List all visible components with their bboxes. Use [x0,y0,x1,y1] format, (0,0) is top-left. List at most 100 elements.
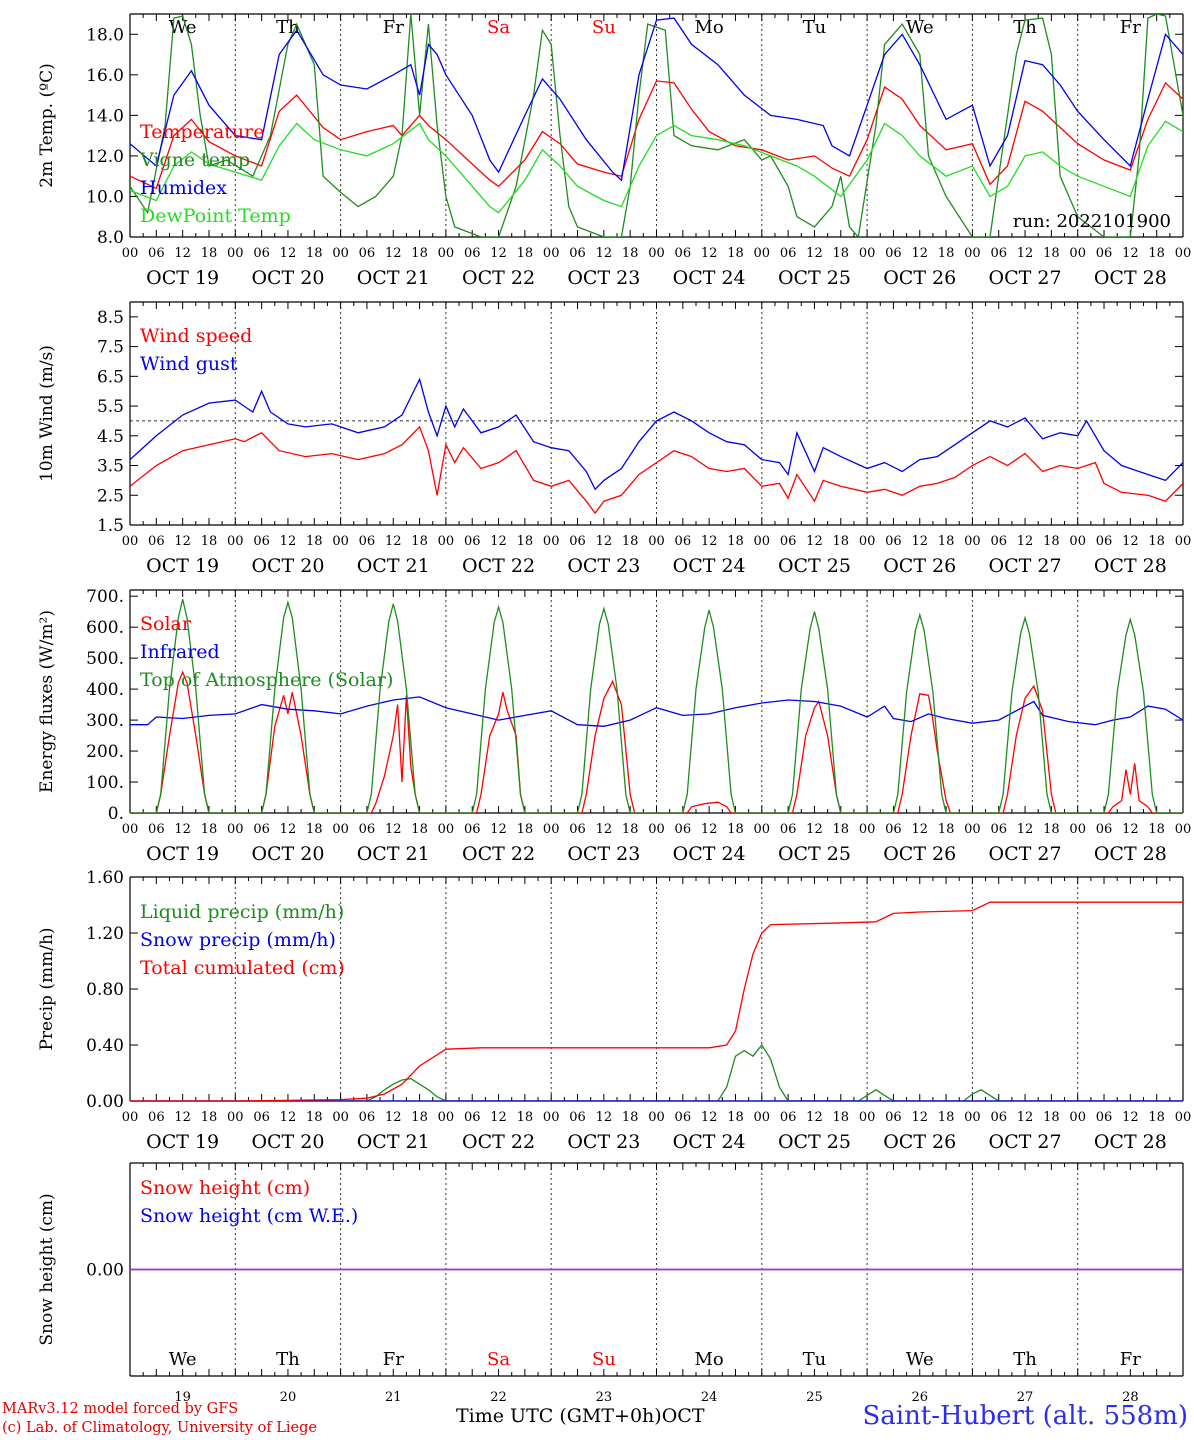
run-annotation: run: 2022101900 [1013,211,1171,232]
hour-tick-label: 18 [517,246,534,261]
y-axis-label: Energy fluxes (W/m²) [37,610,57,793]
day-number-label: 20 [280,1390,297,1405]
hour-tick-label: 00 [1069,822,1086,837]
date-label: OCT 27 [989,555,1062,577]
lab-credit: (c) Lab. of Climatology, University of L… [2,1420,317,1436]
hour-tick-label: 06 [1096,1110,1113,1125]
hour-tick-label: 12 [490,822,507,837]
hour-tick-label: 12 [280,1110,297,1125]
y-axis-label: Precip (mm/h) [37,927,57,1050]
hour-tick-label: 12 [806,246,823,261]
hour-tick-label: 18 [1043,246,1060,261]
hour-tick-label: 18 [306,822,323,837]
day-name-label: Th [1013,1349,1037,1370]
hour-tick-label: 00 [122,534,139,549]
date-label: OCT 20 [251,555,324,577]
date-label: OCT 21 [357,843,430,865]
date-label: OCT 24 [673,267,746,289]
hour-tick-label: 18 [201,534,218,549]
series-line [130,120,1183,214]
y-tick-label: 5.5 [97,397,124,417]
y-tick-label: 700. [86,587,124,607]
y-tick-label: 8.0 [97,228,124,248]
hour-tick-label: 00 [648,246,665,261]
hour-tick-label: 18 [622,1110,639,1125]
y-tick-label: 12.0 [86,147,124,167]
date-label: OCT 19 [146,843,219,865]
y-tick-label: 0.40 [86,1036,124,1056]
hour-tick-label: 06 [253,1110,270,1125]
hour-tick-label: 18 [1148,1110,1165,1125]
hour-tick-label: 18 [938,246,955,261]
hour-tick-label: 00 [227,534,244,549]
hour-tick-label: 18 [411,246,428,261]
legend-entry: Snow precip (mm/h) [140,929,336,951]
legend-entry: Temperature [140,121,264,143]
legend-entry: Liquid precip (mm/h) [140,901,344,923]
hour-tick-label: 00 [438,246,455,261]
y-tick-label: 2.5 [97,486,124,506]
hour-tick-label: 12 [701,246,718,261]
hour-tick-label: 12 [280,822,297,837]
date-label: OCT 22 [462,843,535,865]
hour-tick-label: 18 [1043,1110,1060,1125]
hour-tick-label: 06 [1096,246,1113,261]
hour-tick-label: 18 [622,534,639,549]
y-tick-label: 1.5 [97,516,124,536]
hour-tick-label: 12 [1122,822,1139,837]
date-label: OCT 23 [567,843,640,865]
hour-tick-label: 18 [1148,822,1165,837]
hour-tick-label: 06 [1096,822,1113,837]
hour-tick-label: 00 [1175,1110,1192,1125]
hour-tick-label: 12 [490,1110,507,1125]
hour-tick-label: 06 [990,246,1007,261]
hour-tick-label: 06 [464,246,481,261]
hour-tick-label: 12 [596,822,613,837]
hour-tick-label: 06 [569,822,586,837]
hour-tick-label: 06 [780,246,797,261]
y-tick-label: 400. [86,680,124,700]
month-label: OCT [661,1405,705,1427]
day-number-label: 28 [1122,1390,1139,1405]
hour-tick-label: 12 [596,1110,613,1125]
hour-tick-label: 12 [806,534,823,549]
hour-tick-label: 00 [438,822,455,837]
hour-tick-label: 00 [332,534,349,549]
day-name-label: Tu [803,1349,827,1370]
date-label: OCT 21 [357,555,430,577]
series-line [130,80,1183,190]
hour-tick-label: 00 [227,822,244,837]
hour-tick-label: 12 [385,534,402,549]
date-label: OCT 19 [146,555,219,577]
hour-tick-label: 00 [754,534,771,549]
y-tick-label: 1.20 [86,924,124,944]
hour-tick-label: 00 [332,822,349,837]
legend-entry: Total cumulated (cm) [140,957,345,979]
date-label: OCT 21 [357,1131,430,1153]
hour-tick-label: 12 [1017,1110,1034,1125]
hour-tick-label: 06 [464,534,481,549]
hour-tick-label: 00 [122,822,139,837]
date-label: OCT 26 [883,267,956,289]
hour-tick-label: 00 [859,246,876,261]
hour-tick-label: 18 [833,1110,850,1125]
y-tick-label: 14.0 [86,106,124,126]
hour-tick-label: 00 [543,246,560,261]
hour-tick-label: 12 [1017,246,1034,261]
series-line [130,14,1183,237]
day-name-label: Tu [803,17,827,38]
date-label: OCT 26 [883,1131,956,1153]
hour-tick-label: 00 [543,1110,560,1125]
hour-tick-label: 12 [174,1110,191,1125]
hour-tick-label: 06 [253,822,270,837]
date-label: OCT 25 [778,1131,851,1153]
date-label: OCT 23 [567,1131,640,1153]
hour-tick-label: 06 [359,822,376,837]
hour-tick-label: 00 [1069,1110,1086,1125]
hour-tick-label: 06 [569,246,586,261]
hour-tick-label: 00 [964,246,981,261]
hour-tick-label: 18 [411,534,428,549]
hour-tick-label: 12 [385,1110,402,1125]
date-label: OCT 24 [673,843,746,865]
day-name-label: Th [1013,17,1037,38]
